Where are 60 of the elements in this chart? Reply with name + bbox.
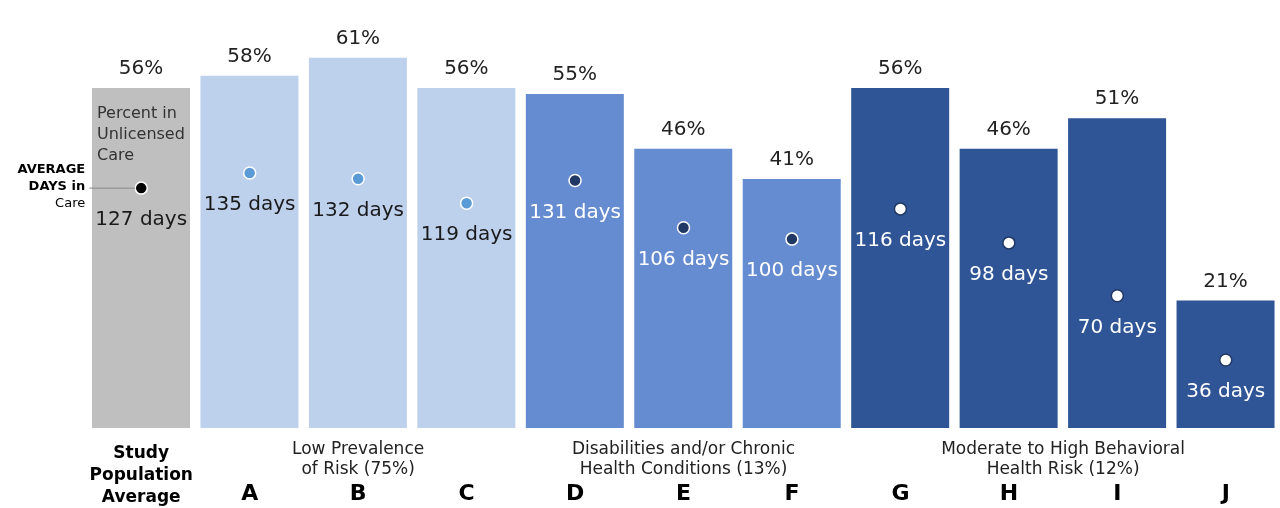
x-tick-label: C xyxy=(458,480,475,505)
bar xyxy=(742,179,841,428)
data-label: 131 days xyxy=(529,198,621,223)
data-label: 58% xyxy=(227,42,272,67)
data-label: 119 days xyxy=(420,221,513,246)
data-label: 46% xyxy=(986,115,1031,140)
bar xyxy=(1176,300,1275,428)
data-label: 56% xyxy=(118,55,164,79)
x-tick-label: I xyxy=(1113,480,1122,505)
data-label: 56% xyxy=(877,55,923,79)
data-label: 36 days xyxy=(1186,378,1266,402)
x-tick-label: D xyxy=(565,480,585,505)
bar xyxy=(959,148,1058,428)
data-label: 41% xyxy=(769,146,814,171)
data-label: 132 days xyxy=(312,196,405,221)
data-label: 98 days xyxy=(969,260,1049,285)
point xyxy=(1002,236,1016,250)
text: Disabilities and/or Chronic Health Conditions (13%) xyxy=(571,438,796,478)
bar xyxy=(308,57,407,428)
point xyxy=(893,202,908,216)
data-label: 55% xyxy=(552,61,598,86)
x-tick-label: J xyxy=(1219,480,1230,505)
data-label: 51% xyxy=(1094,85,1140,110)
point xyxy=(459,196,474,210)
bar xyxy=(200,75,299,428)
text: AVERAGE DAYS in Care xyxy=(17,161,86,211)
x-tick-label: E xyxy=(675,480,692,505)
x-tick-label: B xyxy=(349,480,367,505)
bar xyxy=(92,88,190,428)
x-tick-label: F xyxy=(784,480,800,505)
point xyxy=(351,171,365,186)
data-label: 21% xyxy=(1203,267,1248,292)
data-label: 106 days xyxy=(637,245,730,270)
x-tick-label: Study Population Average xyxy=(89,442,193,506)
x-tick-label: A xyxy=(241,480,259,505)
point xyxy=(676,221,691,235)
series-label: Percent in Unlicensed Care xyxy=(97,103,185,164)
point xyxy=(242,166,257,180)
point xyxy=(134,181,148,195)
x-tick-label: G xyxy=(891,480,910,505)
data-label: 127 days xyxy=(95,206,188,231)
bar xyxy=(1068,118,1167,428)
data-label: 70 days xyxy=(1077,313,1157,338)
data-label: 135 days xyxy=(203,191,296,215)
data-label: 100 days xyxy=(746,257,838,282)
data-label: 46% xyxy=(661,115,706,140)
point xyxy=(568,173,582,188)
data-label: 56% xyxy=(444,55,489,79)
data-label: 116 days xyxy=(854,226,947,251)
text: Low Prevalence of Risk (75%) xyxy=(292,438,425,478)
point xyxy=(1110,289,1125,303)
point xyxy=(1219,353,1233,367)
bar xyxy=(525,94,624,428)
bar xyxy=(851,88,950,428)
data-label: 61% xyxy=(335,24,381,49)
point xyxy=(785,232,799,246)
x-tick-label: H xyxy=(999,480,1019,505)
bar xyxy=(634,148,733,428)
text: Moderate to High Behavioral Health Risk (12%) xyxy=(941,438,1186,478)
bar xyxy=(417,88,516,428)
